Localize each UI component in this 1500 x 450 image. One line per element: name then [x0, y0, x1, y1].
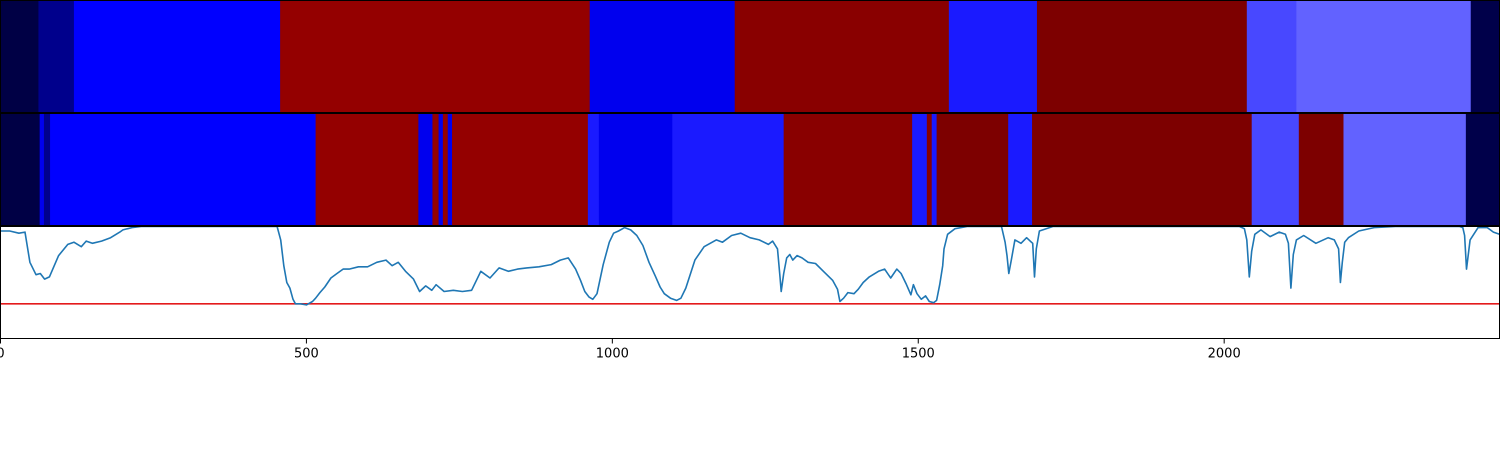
segment — [1036, 0, 1248, 113]
segment — [315, 113, 419, 226]
x-tick-label: 0 — [0, 347, 5, 362]
segment — [447, 113, 453, 226]
segment — [418, 113, 434, 226]
segmentation-track-top — [0, 0, 1500, 113]
segment — [1251, 113, 1300, 226]
segment — [912, 113, 928, 226]
segment — [926, 113, 933, 226]
segment — [1298, 113, 1345, 226]
segment — [1032, 113, 1253, 226]
x-tick-label: 1500 — [902, 347, 935, 362]
segment — [1465, 113, 1500, 226]
score-series-line — [0, 225, 1500, 306]
segment — [73, 0, 281, 113]
segment — [43, 113, 51, 226]
segment — [734, 0, 950, 113]
segment — [452, 113, 589, 226]
segment — [39, 113, 45, 226]
segment — [442, 113, 449, 226]
segment — [432, 113, 440, 226]
segment — [936, 113, 1009, 226]
segment — [1008, 113, 1033, 226]
segment — [598, 113, 673, 226]
x-tick-label: 2000 — [1208, 347, 1241, 362]
segment — [1246, 0, 1297, 113]
segment — [589, 0, 736, 113]
x-tick-label: 500 — [294, 347, 319, 362]
segment — [438, 113, 444, 226]
segment — [587, 113, 600, 226]
segment — [931, 113, 938, 226]
segment — [38, 0, 75, 113]
segment — [0, 0, 40, 113]
segmentation-track-bottom — [0, 113, 1500, 226]
segment — [50, 113, 317, 226]
segment — [948, 0, 1038, 113]
segment — [783, 113, 913, 226]
segment — [1343, 113, 1467, 226]
score-plot-background — [0, 226, 1500, 339]
score-plot — [0, 225, 1500, 339]
x-axis: 0 500 1000 1500 2000 — [0, 338, 1241, 362]
segment — [0, 113, 41, 226]
segment — [1470, 0, 1500, 113]
segment — [672, 113, 785, 226]
segment — [280, 0, 591, 113]
segment — [1296, 0, 1472, 113]
x-tick-label: 1000 — [596, 347, 629, 362]
